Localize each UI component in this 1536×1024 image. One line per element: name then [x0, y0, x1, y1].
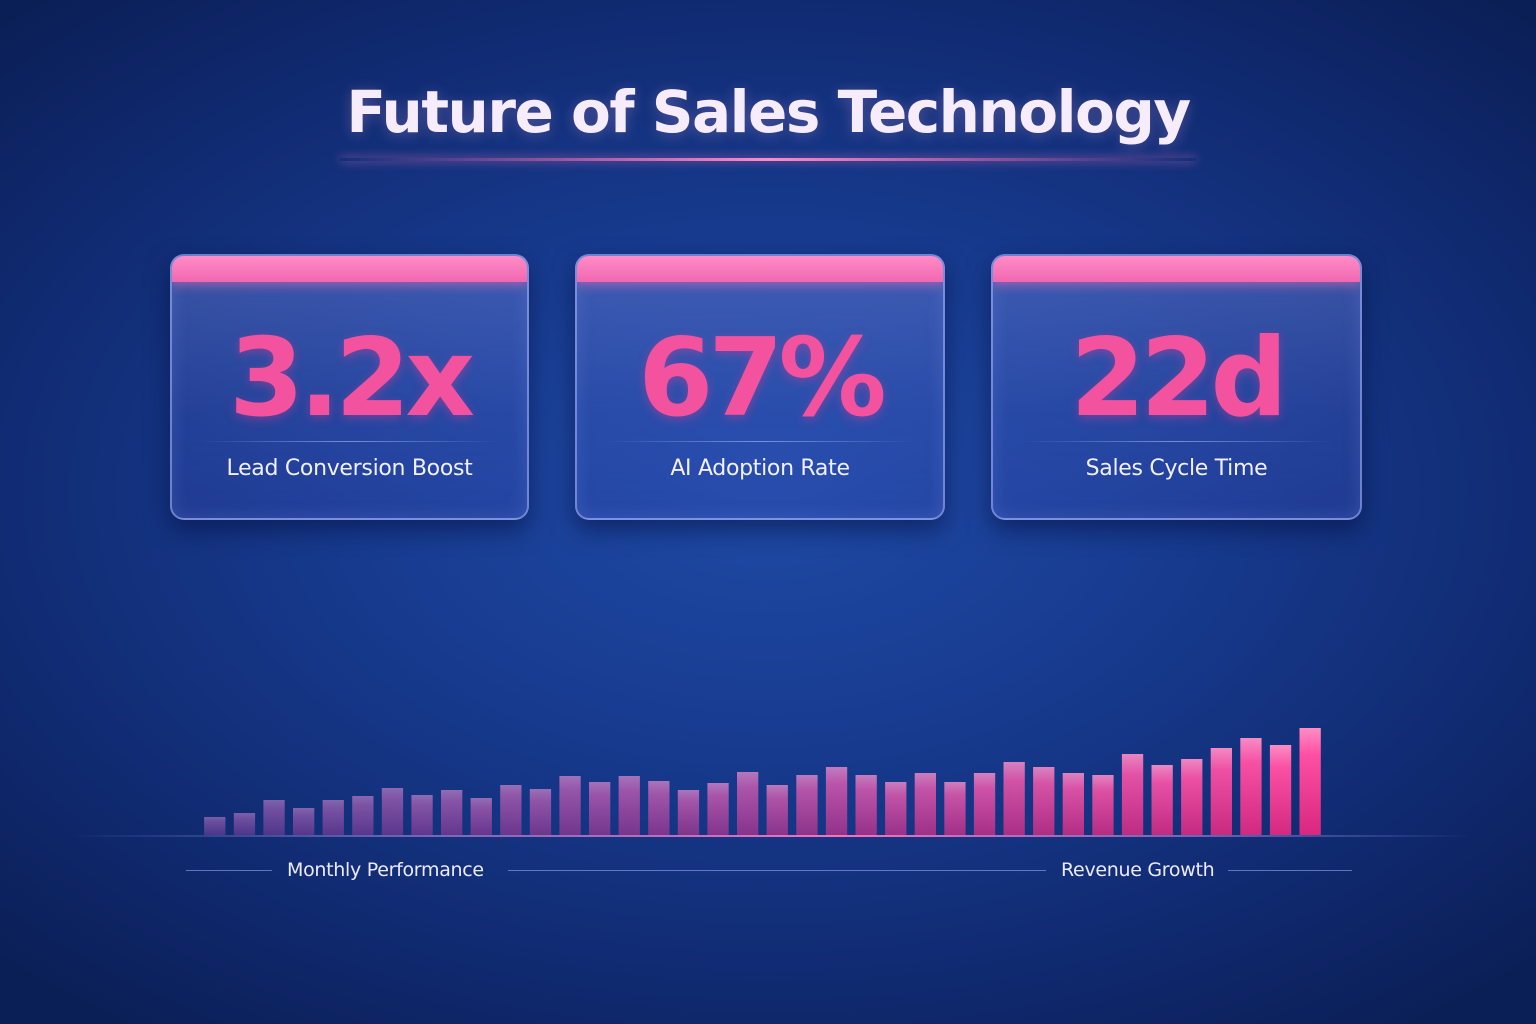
bar	[559, 776, 581, 835]
bar	[648, 781, 670, 835]
bar	[1151, 765, 1173, 835]
bar	[914, 773, 936, 835]
bar	[293, 808, 315, 835]
card-divider	[605, 441, 915, 442]
card-header-bar	[172, 256, 527, 282]
bar	[677, 790, 700, 835]
metric-value: 22d	[1070, 316, 1288, 441]
metric-card-sales-cycle: 22d Sales Cycle Time	[991, 254, 1362, 520]
bar	[263, 800, 285, 835]
bar	[1181, 759, 1203, 835]
page-title: Future of Sales Technology	[346, 78, 1191, 146]
bar	[618, 776, 640, 835]
bar	[352, 796, 374, 835]
bar	[1062, 773, 1084, 835]
bar	[1092, 775, 1114, 835]
bar	[855, 775, 877, 835]
bar	[796, 775, 818, 835]
footer-rule-center	[508, 870, 1046, 871]
bar	[1269, 745, 1292, 835]
bar	[1003, 762, 1025, 835]
card-header-bar	[577, 256, 943, 282]
bar	[1121, 754, 1144, 835]
footer-rule-left-1	[186, 870, 272, 871]
bar	[973, 773, 996, 835]
bar	[322, 800, 344, 835]
bar	[1240, 738, 1262, 835]
chart-baseline	[70, 835, 1470, 837]
metric-label: Sales Cycle Time	[1085, 456, 1268, 481]
title-underline	[340, 158, 1196, 161]
metric-value: 67%	[638, 316, 887, 441]
card-header-bar	[993, 256, 1360, 282]
bar	[885, 782, 907, 835]
metric-value: 3.2x	[229, 316, 475, 441]
bar	[589, 782, 611, 835]
bar-series	[204, 728, 1321, 835]
metric-label: Lead Conversion Boost	[226, 456, 473, 481]
card-divider	[200, 441, 499, 442]
card-divider	[1021, 441, 1332, 442]
bar	[1210, 748, 1232, 835]
bar	[766, 785, 788, 835]
bar	[411, 795, 433, 835]
footer-rule-right	[1228, 870, 1352, 871]
bar	[381, 788, 404, 835]
metric-card-lead-conversion: 3.2x Lead Conversion Boost	[170, 254, 529, 520]
metric-label: AI Adoption Rate	[670, 456, 850, 481]
bar	[737, 772, 759, 835]
bar	[1299, 728, 1321, 835]
bar	[529, 789, 552, 835]
metric-card-ai-adoption: 67% AI Adoption Rate	[575, 254, 945, 520]
bar	[944, 782, 966, 835]
bar	[707, 783, 729, 835]
revenue-growth-label: Revenue Growth	[1061, 859, 1215, 881]
bar	[441, 790, 463, 835]
bar	[825, 767, 848, 835]
monthly-performance-label: Monthly Performance	[287, 859, 484, 881]
bar	[233, 813, 256, 835]
bar	[470, 798, 492, 835]
bar	[204, 817, 226, 835]
bar	[500, 785, 522, 835]
bar	[1033, 767, 1055, 835]
